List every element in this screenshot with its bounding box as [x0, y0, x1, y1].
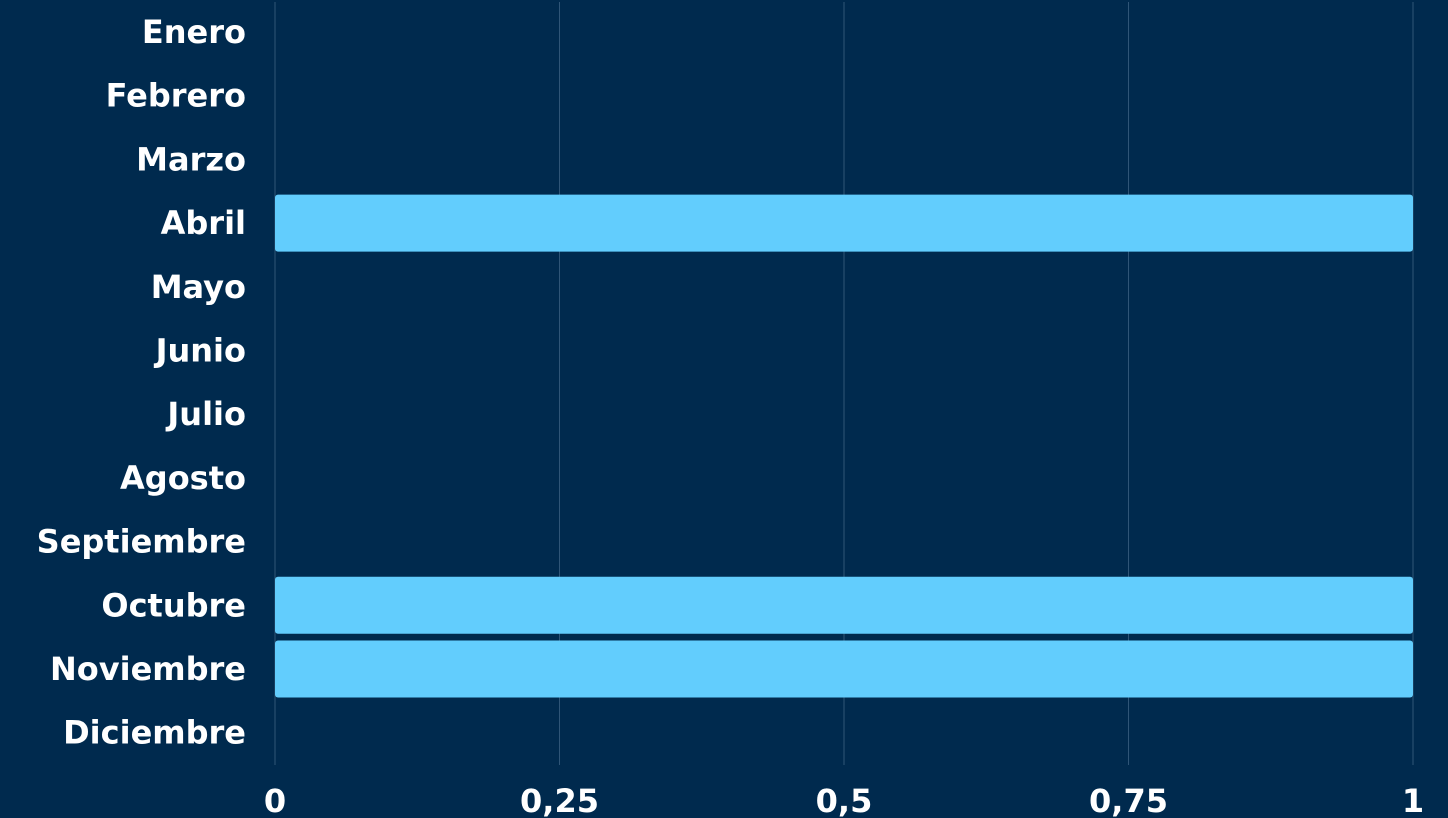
category-label: Mayo — [151, 268, 246, 306]
x-tick-label: 0,5 — [816, 782, 873, 818]
category-label: Marzo — [136, 140, 246, 178]
category-label: Agosto — [120, 459, 246, 497]
category-label: Diciembre — [63, 714, 246, 752]
x-tick-label: 0,75 — [1089, 782, 1168, 818]
x-axis-tick-labels: 0 0,25 0,5 0,75 1 — [264, 782, 1424, 818]
x-tick-label: 0 — [264, 782, 286, 818]
bars — [275, 194, 1413, 698]
bar — [275, 576, 1413, 634]
category-label: Febrero — [106, 77, 246, 115]
category-label: Julio — [165, 395, 246, 433]
category-labels: Enero Febrero Marzo Abril Mayo Junio Julio Agos… — [37, 13, 246, 752]
category-label: Octubre — [101, 586, 246, 624]
x-tick-label: 0,25 — [520, 782, 599, 818]
category-label: Enero — [142, 13, 246, 51]
category-label: Junio — [154, 332, 246, 370]
category-label: Noviembre — [50, 650, 246, 688]
category-label: Abril — [161, 204, 246, 242]
x-tick-label: 1 — [1402, 782, 1424, 818]
bar — [275, 194, 1413, 252]
grid-lines — [274, 2, 1414, 765]
bar — [275, 640, 1413, 698]
category-label: Septiembre — [37, 523, 246, 561]
